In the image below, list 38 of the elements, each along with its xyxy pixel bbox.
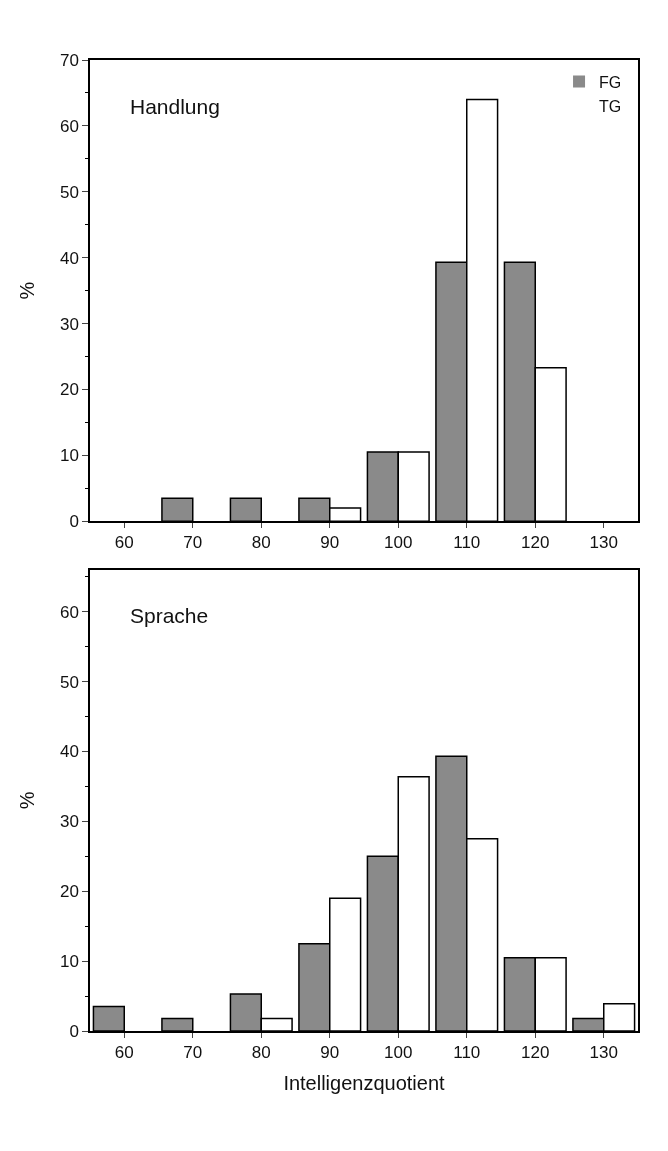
x-tick-label: 70 bbox=[183, 533, 203, 553]
x-tick-label: 120 bbox=[521, 1043, 550, 1063]
x-tick-label: 120 bbox=[521, 533, 550, 553]
x-tick-label: 80 bbox=[251, 533, 271, 553]
x-tick-label: 70 bbox=[183, 1043, 203, 1063]
y-tick-label: 50 bbox=[59, 672, 79, 692]
x-tick-label: 100 bbox=[384, 1043, 413, 1063]
x-tick-label: 110 bbox=[453, 1043, 481, 1063]
x-tick-label: 130 bbox=[589, 1043, 618, 1063]
y-tick-label: 20 bbox=[59, 882, 79, 902]
y-tick-label: 10 bbox=[59, 446, 79, 466]
y-tick-label: 30 bbox=[59, 812, 79, 832]
y-axis-title: % bbox=[15, 281, 38, 300]
x-tick-label: 90 bbox=[320, 533, 340, 553]
x-tick-label: 60 bbox=[114, 533, 134, 553]
text: Handlung bbox=[130, 95, 220, 118]
y-tick-label: 10 bbox=[59, 952, 79, 972]
text: TG bbox=[599, 97, 622, 115]
text: Sprache bbox=[130, 604, 209, 627]
x-tick-label: 100 bbox=[384, 533, 413, 553]
y-tick-label: 40 bbox=[59, 742, 79, 762]
y-tick-label: 0 bbox=[69, 512, 79, 532]
y-tick-label: 60 bbox=[59, 602, 79, 622]
y-tick-label: 30 bbox=[59, 314, 79, 334]
y-axis-title: % bbox=[15, 791, 38, 810]
y-tick-label: 0 bbox=[69, 1021, 79, 1041]
x-tick-label: 90 bbox=[320, 1043, 340, 1063]
legend-label: FG bbox=[599, 73, 622, 91]
x-axis-title: Intelligenzquotient bbox=[283, 1072, 446, 1095]
x-tick-label: 60 bbox=[114, 1043, 134, 1063]
y-tick-label: 50 bbox=[59, 182, 79, 202]
y-tick-label: 40 bbox=[59, 248, 79, 268]
x-tick-label: 110 bbox=[453, 533, 481, 553]
x-tick-label: 80 bbox=[251, 1043, 271, 1063]
x-tick-label: 130 bbox=[589, 533, 618, 553]
y-tick-label: 20 bbox=[59, 380, 79, 400]
y-tick-label: 60 bbox=[59, 116, 79, 136]
y-tick-label: 70 bbox=[59, 50, 79, 70]
